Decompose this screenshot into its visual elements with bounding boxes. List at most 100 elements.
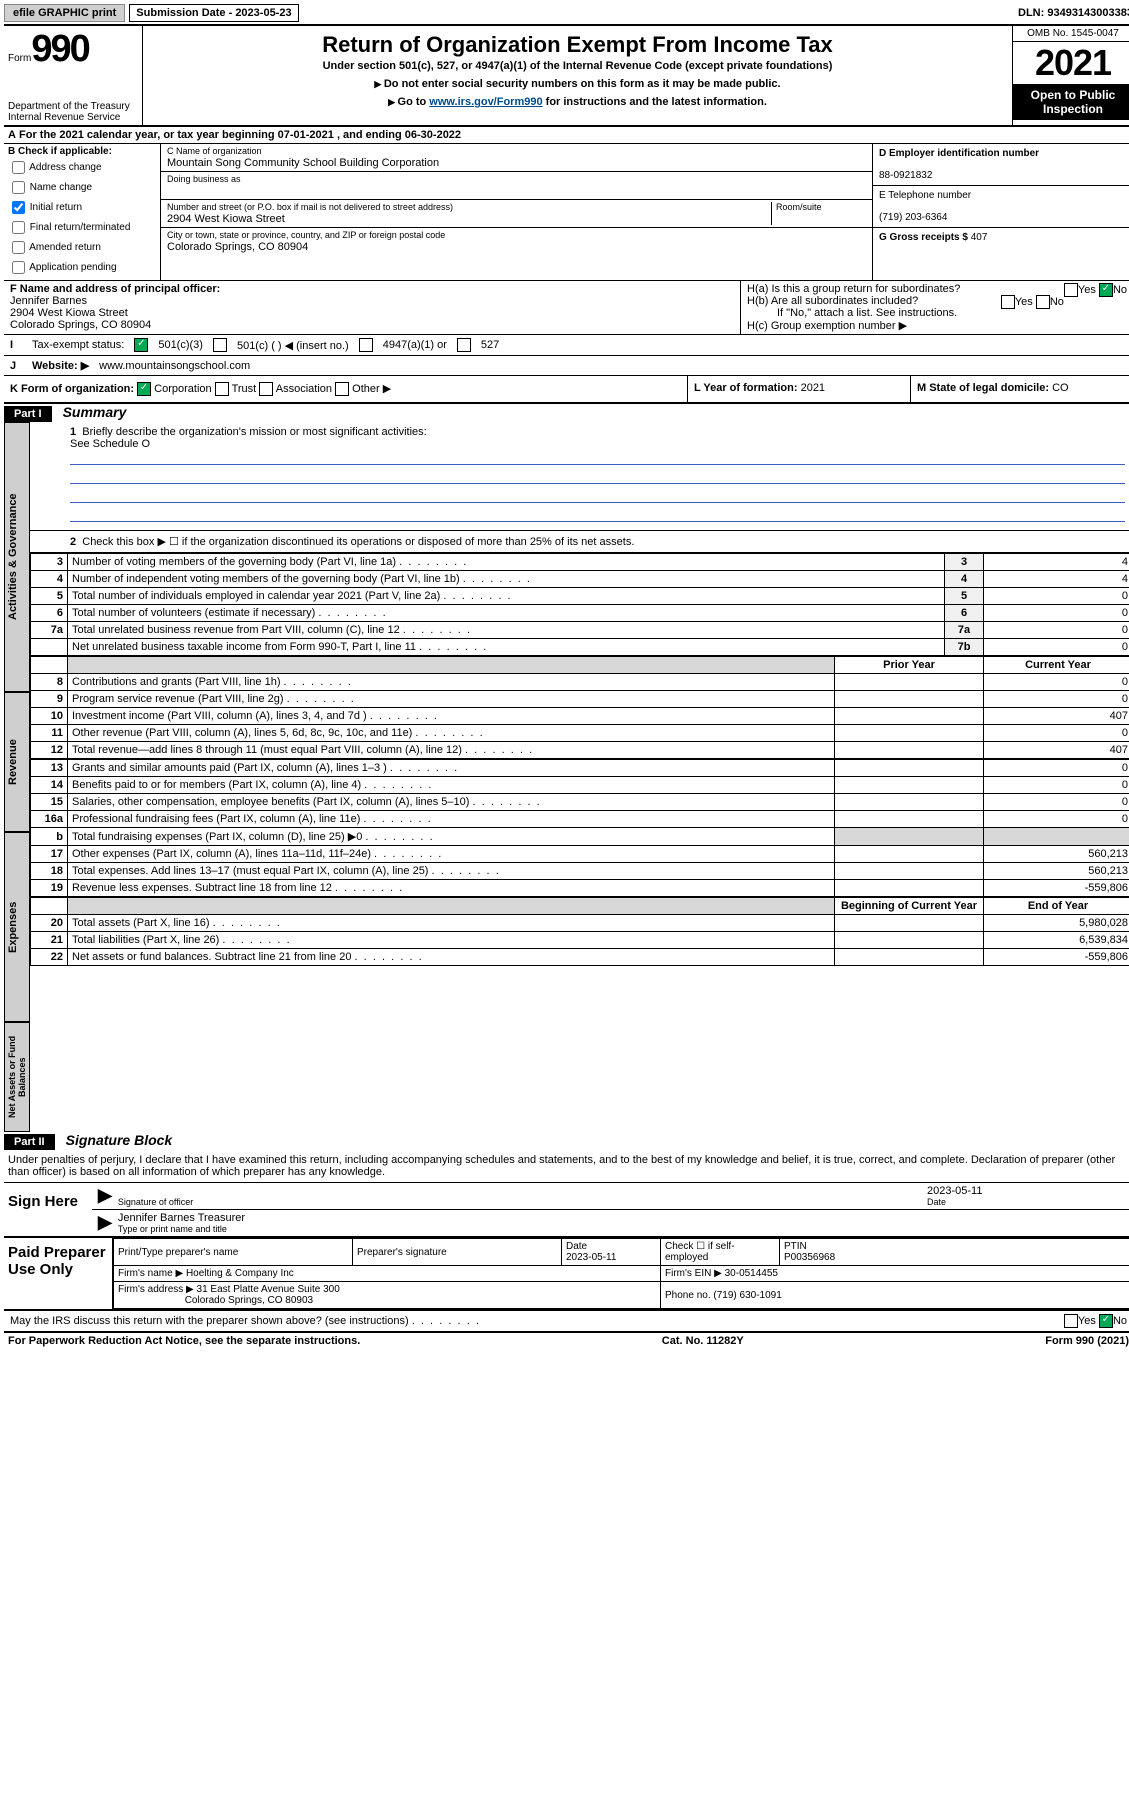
lines-rev: Prior YearCurrent Year8Contributions and… — [30, 656, 1129, 759]
col-b-checkboxes: B Check if applicable: Address change Na… — [4, 144, 161, 280]
firm-name: Hoelting & Company Inc — [186, 1268, 294, 1279]
discuss-no[interactable]: ✓ — [1099, 1314, 1113, 1328]
dept-label: Department of the Treasury Internal Reve… — [8, 101, 138, 123]
city-label: City or town, state or province, country… — [167, 230, 445, 240]
firm-city: Colorado Springs, CO 80903 — [185, 1295, 313, 1306]
preparer-block: Paid Preparer Use Only Print/Type prepar… — [4, 1238, 1129, 1311]
omb-number: OMB No. 1545-0047 — [1013, 26, 1129, 42]
paid-preparer-label: Paid Preparer Use Only — [4, 1238, 113, 1309]
row-j-website: J Website: ▶ www.mountainsongschool.com — [4, 356, 1129, 376]
prep-date: 2023-05-11 — [566, 1252, 616, 1263]
chk-assoc[interactable] — [259, 382, 273, 396]
dba-label: Doing business as — [167, 174, 241, 184]
ein-label: D Employer identification number — [879, 148, 1039, 159]
chk-name-change[interactable]: Name change — [8, 178, 156, 197]
row-klm: K Form of organization: ✓ Corporation Tr… — [4, 376, 1129, 404]
domicile-value: CO — [1052, 382, 1069, 394]
page-footer: For Paperwork Reduction Act Notice, see … — [4, 1333, 1129, 1349]
hc-label: H(c) Group exemption number ▶ — [747, 319, 1127, 332]
arrow-icon: ▶ — [98, 1212, 112, 1234]
firm-name-label: Firm's name ▶ — [118, 1268, 183, 1279]
part2-badge: Part II — [4, 1134, 55, 1150]
col-b-title: B Check if applicable: — [8, 146, 112, 157]
lines-ag: 3Number of voting members of the governi… — [30, 553, 1129, 656]
year-formation: 2021 — [801, 382, 825, 394]
officer-name: Jennifer Barnes — [10, 295, 87, 307]
officer-addr1: 2904 West Kiowa Street — [10, 307, 128, 319]
website-value: www.mountainsongschool.com — [99, 360, 250, 372]
irs-link[interactable]: www.irs.gov/Form990 — [429, 96, 542, 108]
chk-501c[interactable] — [213, 338, 227, 352]
chk-527[interactable] — [457, 338, 471, 352]
gross-receipts-label: G Gross receipts $ — [879, 232, 968, 243]
ha-yes[interactable] — [1064, 283, 1078, 297]
footer-left: For Paperwork Reduction Act Notice, see … — [8, 1335, 360, 1347]
hb-no[interactable] — [1036, 295, 1050, 309]
form-title: Return of Organization Exempt From Incom… — [151, 32, 1004, 58]
tax-year: 2021 — [1013, 42, 1129, 84]
sign-date: 2023-05-11 — [927, 1185, 982, 1197]
domicile-label: M State of legal domicile: — [917, 382, 1049, 394]
firm-phone-label: Phone no. — [665, 1290, 711, 1301]
chk-final-return[interactable]: Final return/terminated — [8, 218, 156, 237]
chk-amended[interactable]: Amended return — [8, 238, 156, 257]
street-address: 2904 West Kiowa Street — [167, 213, 285, 225]
lines-exp: 13Grants and similar amounts paid (Part … — [30, 759, 1129, 897]
opt-527: 527 — [481, 339, 499, 351]
firm-addr: 31 East Platte Avenue Suite 300 — [197, 1284, 340, 1295]
opt-assoc: Association — [276, 383, 332, 395]
prep-sig-label: Preparer's signature — [353, 1239, 562, 1266]
ptin-label: PTIN — [784, 1241, 807, 1252]
chk-other[interactable] — [335, 382, 349, 396]
chk-4947[interactable] — [359, 338, 373, 352]
ha-no[interactable]: ✓ — [1099, 283, 1113, 297]
opt-corp: Corporation — [154, 383, 211, 395]
chk-label: Initial return — [30, 202, 82, 213]
may-discuss-q: May the IRS discuss this return with the… — [10, 1315, 479, 1327]
name-caption: Type or print name and title — [118, 1224, 1127, 1234]
website-label: Website: ▶ — [32, 359, 89, 372]
chk-label: Final return/terminated — [30, 222, 131, 233]
form-word: Form — [8, 53, 31, 64]
self-employed-chk[interactable]: Check ☐ if self-employed — [661, 1239, 780, 1266]
tax-status-label: Tax-exempt status: — [32, 339, 124, 351]
q1-label: Briefly describe the organization's miss… — [82, 426, 426, 438]
row-i-tax-status: I Tax-exempt status: ✓ 501(c)(3) 501(c) … — [4, 335, 1129, 356]
ein-value: 88-0921832 — [879, 170, 932, 181]
form-org-label: K Form of organization: — [10, 383, 134, 395]
footer-right: Form 990 (2021) — [1045, 1335, 1129, 1347]
row-a-tax-year: A For the 2021 calendar year, or tax yea… — [4, 127, 1129, 144]
firm-addr-label: Firm's address ▶ — [118, 1284, 194, 1295]
dln: DLN: 93493143003383 — [1018, 7, 1129, 19]
form-number: Form 990 — [8, 28, 138, 71]
chk-initial-return[interactable]: Initial return — [8, 198, 156, 217]
note-link: Go to www.irs.gov/Form990 for instructio… — [151, 96, 1004, 108]
chk-trust[interactable] — [215, 382, 229, 396]
chk-label: Address change — [29, 162, 101, 173]
firm-ein-label: Firm's EIN ▶ — [665, 1268, 722, 1279]
col-f-officer: F Name and address of principal officer:… — [4, 281, 740, 334]
chk-corp[interactable]: ✓ — [137, 382, 151, 396]
firm-phone: (719) 630-1091 — [713, 1290, 781, 1301]
part2-title: Signature Block — [66, 1132, 173, 1148]
chk-label: Application pending — [29, 262, 116, 273]
arrow-icon: ▶ — [98, 1185, 112, 1207]
chk-address-change[interactable]: Address change — [8, 158, 156, 177]
officer-sig-name: Jennifer Barnes Treasurer — [118, 1212, 245, 1224]
prep-date-label: Date — [566, 1241, 587, 1252]
officer-label: F Name and address of principal officer: — [10, 283, 220, 295]
section-fh: F Name and address of principal officer:… — [4, 281, 1129, 335]
vtab-netassets: Net Assets or Fund Balances — [4, 1022, 30, 1132]
part1-badge: Part I — [4, 406, 52, 422]
ptin-value: P00356968 — [784, 1252, 835, 1263]
chk-application-pending[interactable]: Application pending — [8, 258, 156, 277]
discuss-yes[interactable] — [1064, 1314, 1078, 1328]
opt-501c: 501(c) ( ) ◀ (insert no.) — [237, 339, 349, 352]
chk-501c3[interactable]: ✓ — [134, 338, 148, 352]
efile-button[interactable]: efile GRAPHIC print — [4, 4, 125, 22]
note-ssn: Do not enter social security numbers on … — [151, 78, 1004, 90]
phone-value: (719) 203-6364 — [879, 212, 947, 223]
col-c-org-info: C Name of organization Mountain Song Com… — [161, 144, 872, 280]
hb-yes[interactable] — [1001, 295, 1015, 309]
phone-label: E Telephone number — [879, 190, 971, 201]
